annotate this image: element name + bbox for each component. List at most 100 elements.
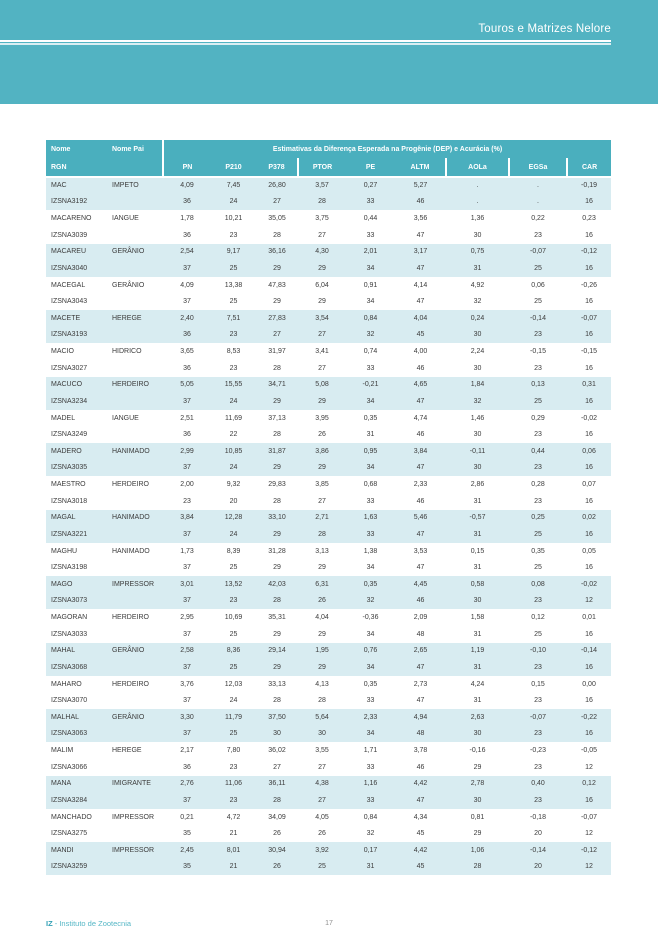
animal-name-cell: MACARENO xyxy=(46,210,110,227)
accuracy-value-cell: 16 xyxy=(567,226,612,244)
sire-blank-cell xyxy=(110,625,163,643)
dep-value-cell: 4,94 xyxy=(395,709,446,726)
table-row-accuracy: IZSNA3275 35 21 26 26 32 45 29 20 12 xyxy=(46,825,612,842)
accuracy-value-cell: 27 xyxy=(298,758,346,776)
dep-value-cell: 5,27 xyxy=(395,177,446,194)
table-row-dep: MAHARO HERDEIRO 3,76 12,03 33,13 4,13 0,35 2,73… xyxy=(46,675,612,693)
table-row-dep: MAGAL HANIMADO 3,84 12,28 33,10 2,71 1,63 5,46-… xyxy=(46,509,612,527)
dep-value-cell: 1,38 xyxy=(346,542,395,560)
accuracy-value-cell: 37 xyxy=(163,725,211,743)
dep-value-cell: 4,65 xyxy=(395,376,446,394)
table-body: MAC IMPETO 4,09 7,45 26,80 3,57 0,27 5,27.. -0,1… xyxy=(46,177,612,876)
dep-value-cell: 4,74 xyxy=(395,409,446,427)
page-header-title: Touros e Matrizes Nelore xyxy=(478,23,611,35)
dep-value-cell: -0,11 xyxy=(446,443,509,460)
dep-value-cell: 4,38 xyxy=(298,775,346,793)
dep-value-cell: 1,46 xyxy=(446,409,509,427)
dep-value-cell: -0,18 xyxy=(509,808,567,826)
accuracy-value-cell: 23 xyxy=(509,459,567,477)
accuracy-value-cell: 25 xyxy=(211,293,256,310)
animal-name-cell: MAHAL xyxy=(46,642,110,660)
animal-rgn-cell: IZSNA3033 xyxy=(46,625,110,643)
accuracy-value-cell: 23 xyxy=(509,326,567,344)
accuracy-value-cell: 31 xyxy=(446,625,509,643)
dep-value-cell: 2,33 xyxy=(346,709,395,726)
accuracy-value-cell: 16 xyxy=(567,492,612,510)
dep-value-cell: 12,28 xyxy=(211,509,256,527)
accuracy-value-cell: 46 xyxy=(395,426,446,443)
dep-value-cell: 3,92 xyxy=(298,842,346,859)
dep-value-cell: 1,63 xyxy=(346,509,395,527)
dep-value-cell: 4,04 xyxy=(298,609,346,626)
dep-value-cell: 26,80 xyxy=(256,177,298,194)
accuracy-value-cell: 47 xyxy=(395,459,446,477)
accuracy-value-cell: 27 xyxy=(298,792,346,809)
accuracy-value-cell: 29 xyxy=(298,625,346,643)
dep-value-cell: 3,13 xyxy=(298,542,346,560)
accuracy-value-cell: 23 xyxy=(211,592,256,610)
dep-value-cell: 4,92 xyxy=(446,276,509,294)
animal-rgn-cell: IZSNA3070 xyxy=(46,692,110,709)
accuracy-value-cell: 23 xyxy=(509,426,567,443)
dep-value-cell: 37,13 xyxy=(256,409,298,427)
dep-value-cell: -0,02 xyxy=(567,409,612,427)
animal-rgn-cell: IZSNA3221 xyxy=(46,526,110,543)
dep-value-cell: 31,97 xyxy=(256,343,298,360)
dep-value-cell: 13,52 xyxy=(211,576,256,593)
accuracy-value-cell: 16 xyxy=(567,293,612,310)
accuracy-value-cell: 27 xyxy=(298,492,346,510)
dep-value-cell: 0,06 xyxy=(567,443,612,460)
table-row-dep: MACAREU GERÂNIO 2,54 9,17 36,16 4,30 2,01 3,17 0… xyxy=(46,243,612,261)
dep-value-cell: 47,83 xyxy=(256,276,298,294)
accuracy-value-cell: 32 xyxy=(346,825,395,842)
dep-value-cell: . xyxy=(509,177,567,194)
animal-rgn-cell: IZSNA3284 xyxy=(46,792,110,809)
accuracy-value-cell: 29 xyxy=(256,459,298,477)
accuracy-value-cell: 24 xyxy=(211,459,256,477)
animal-rgn-cell: IZSNA3068 xyxy=(46,659,110,676)
accuracy-value-cell: 31 xyxy=(446,659,509,676)
dep-value-cell: 8,39 xyxy=(211,542,256,560)
dep-value-cell: -0,12 xyxy=(567,842,612,859)
animal-rgn-cell: IZSNA3039 xyxy=(46,226,110,244)
dep-value-cell: 0,21 xyxy=(163,808,211,826)
dep-value-cell: 2,95 xyxy=(163,609,211,626)
accuracy-value-cell: 45 xyxy=(395,858,446,876)
dep-value-cell: 0,84 xyxy=(346,808,395,826)
accuracy-value-cell: 16 xyxy=(567,625,612,643)
accuracy-value-cell: 32 xyxy=(346,326,395,344)
accuracy-value-cell: 28 xyxy=(256,692,298,709)
dep-value-cell: 2,17 xyxy=(163,742,211,759)
dep-value-cell: 4,09 xyxy=(163,177,211,194)
table-row-accuracy: IZSNA3284 37 23 28 27 33 47 30 23 16 xyxy=(46,792,612,809)
dep-value-cell: 3,17 xyxy=(395,243,446,261)
animal-rgn-cell: IZSNA3035 xyxy=(46,459,110,477)
dep-value-cell: 3,65 xyxy=(163,343,211,360)
accuracy-value-cell: 33 xyxy=(346,359,395,377)
table-row-dep: MALHAL GERÂNIO 3,30 11,79 37,50 5,64 2,33 4,94 2… xyxy=(46,709,612,726)
accuracy-value-cell: 34 xyxy=(346,725,395,743)
dep-value-cell: 0,91 xyxy=(346,276,395,294)
table-row-accuracy: IZSNA3198 37 25 29 29 34 47 31 25 16 xyxy=(46,559,612,576)
dep-value-cell: 0,06 xyxy=(509,276,567,294)
animal-name-cell: MALHAL xyxy=(46,709,110,726)
dep-value-cell: 0,40 xyxy=(509,775,567,793)
accuracy-value-cell: 25 xyxy=(211,725,256,743)
table-row-dep: MACIO HIDRICO 3,65 8,53 31,97 3,41 0,74 4,00 2,2… xyxy=(46,343,612,360)
accuracy-value-cell: 27 xyxy=(256,193,298,211)
dep-value-cell: 2,51 xyxy=(163,409,211,427)
dep-value-cell: 4,42 xyxy=(395,842,446,859)
dep-value-cell: 4,00 xyxy=(395,343,446,360)
accuracy-value-cell: 29 xyxy=(256,293,298,310)
page-number: 17 xyxy=(325,920,333,927)
accuracy-value-cell: 33 xyxy=(346,526,395,543)
accuracy-value-cell: 31 xyxy=(446,260,509,277)
sire-blank-cell xyxy=(110,459,163,477)
accuracy-value-cell: 28 xyxy=(298,692,346,709)
dep-value-cell: 33,13 xyxy=(256,675,298,693)
dep-value-cell: -0,57 xyxy=(446,509,509,527)
accuracy-value-cell: 16 xyxy=(567,393,612,410)
sire-blank-cell xyxy=(110,426,163,443)
accuracy-value-cell: 28 xyxy=(298,526,346,543)
accuracy-value-cell: 37 xyxy=(163,659,211,676)
